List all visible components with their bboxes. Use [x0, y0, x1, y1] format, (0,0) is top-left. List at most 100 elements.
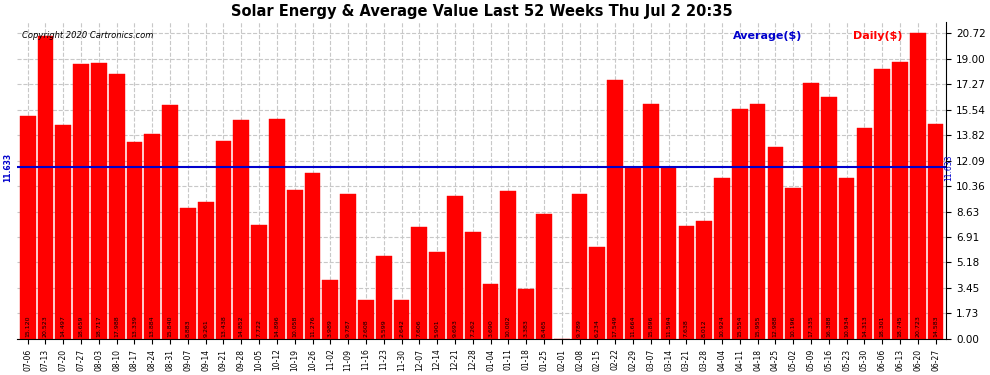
Bar [145, 134, 160, 339]
Bar [358, 300, 374, 339]
Text: 14.896: 14.896 [274, 315, 279, 337]
Bar [55, 125, 71, 339]
Text: 2.608: 2.608 [363, 319, 368, 337]
Text: 9.693: 9.693 [452, 319, 457, 337]
Text: Daily($): Daily($) [853, 31, 903, 41]
Text: 14.497: 14.497 [60, 315, 65, 337]
Bar [678, 226, 694, 339]
Text: 15.554: 15.554 [738, 315, 742, 337]
Text: Copyright 2020 Cartronics.com: Copyright 2020 Cartronics.com [22, 31, 153, 40]
Bar [928, 124, 943, 339]
Text: 20.523: 20.523 [43, 315, 48, 337]
Bar [519, 289, 534, 339]
Text: 10.934: 10.934 [844, 315, 849, 337]
Text: 5.599: 5.599 [381, 319, 386, 337]
Bar [767, 147, 783, 339]
Text: 3.690: 3.690 [488, 319, 493, 337]
Text: 8.883: 8.883 [185, 319, 190, 337]
Text: 18.745: 18.745 [898, 315, 903, 337]
Bar [251, 225, 267, 339]
Bar [162, 105, 178, 339]
Bar [73, 64, 89, 339]
Bar [839, 178, 854, 339]
Text: 17.988: 17.988 [114, 315, 119, 337]
Bar [127, 142, 143, 339]
Bar [447, 196, 462, 339]
Text: 15.896: 15.896 [648, 315, 653, 337]
Bar [412, 226, 427, 339]
Text: 16.388: 16.388 [827, 315, 832, 337]
Bar [234, 120, 249, 339]
Bar [430, 252, 445, 339]
Text: 18.659: 18.659 [78, 315, 83, 337]
Text: 6.234: 6.234 [595, 319, 600, 337]
Text: 13.884: 13.884 [149, 315, 154, 337]
Bar [287, 190, 303, 339]
Text: 11.594: 11.594 [666, 315, 671, 337]
Bar [269, 119, 285, 339]
Text: 12.988: 12.988 [773, 315, 778, 337]
Bar [198, 202, 214, 339]
Bar [785, 189, 801, 339]
Text: 9.261: 9.261 [203, 319, 208, 337]
Bar [571, 195, 587, 339]
Bar [394, 300, 409, 339]
Bar [180, 208, 196, 339]
Text: 11.664: 11.664 [631, 315, 636, 337]
Text: Average($): Average($) [733, 31, 802, 41]
Text: 11.633: 11.633 [944, 154, 953, 180]
Bar [323, 280, 339, 339]
Text: 11.276: 11.276 [310, 315, 315, 337]
Text: 7.262: 7.262 [470, 319, 475, 337]
Bar [732, 110, 747, 339]
Bar [856, 128, 872, 339]
Text: 2.642: 2.642 [399, 319, 404, 337]
Bar [821, 97, 837, 339]
Text: 3.383: 3.383 [524, 319, 529, 337]
Text: 7.722: 7.722 [256, 319, 261, 337]
Text: 17.335: 17.335 [809, 315, 814, 337]
Bar [20, 116, 36, 339]
Bar [749, 104, 765, 339]
Text: 9.787: 9.787 [346, 319, 350, 337]
Bar [38, 36, 53, 339]
Text: 7.638: 7.638 [684, 319, 689, 337]
Bar [643, 104, 658, 339]
Bar [216, 141, 232, 339]
Text: 20.723: 20.723 [915, 315, 921, 337]
Bar [874, 69, 890, 339]
Bar [501, 191, 516, 339]
Text: 15.955: 15.955 [755, 315, 760, 337]
Bar [483, 284, 498, 339]
Text: 18.301: 18.301 [880, 315, 885, 337]
Text: 18.717: 18.717 [96, 315, 101, 337]
Text: 13.339: 13.339 [132, 315, 137, 337]
Text: 14.313: 14.313 [862, 315, 867, 337]
Text: 17.549: 17.549 [613, 315, 618, 337]
Title: Solar Energy & Average Value Last 52 Weeks Thu Jul 2 20:35: Solar Energy & Average Value Last 52 Wee… [231, 4, 733, 19]
Bar [305, 172, 321, 339]
Bar [376, 256, 391, 339]
Bar [341, 195, 356, 339]
Text: 15.120: 15.120 [25, 315, 30, 337]
Bar [589, 247, 605, 339]
Text: 14.583: 14.583 [933, 315, 939, 337]
Bar [892, 62, 908, 339]
Bar [696, 220, 712, 339]
Text: 15.840: 15.840 [167, 315, 172, 337]
Bar [660, 168, 676, 339]
Text: 9.789: 9.789 [577, 319, 582, 337]
Text: 10.002: 10.002 [506, 315, 511, 337]
Text: 8.012: 8.012 [702, 319, 707, 337]
Bar [465, 232, 480, 339]
Bar [537, 214, 551, 339]
Text: 10.196: 10.196 [791, 315, 796, 337]
Bar [803, 83, 819, 339]
Bar [109, 74, 125, 339]
Text: 10.924: 10.924 [720, 315, 725, 337]
Text: 8.465: 8.465 [542, 319, 546, 337]
Text: 13.438: 13.438 [221, 315, 226, 337]
Text: 7.606: 7.606 [417, 319, 422, 337]
Bar [91, 63, 107, 339]
Bar [910, 33, 926, 339]
